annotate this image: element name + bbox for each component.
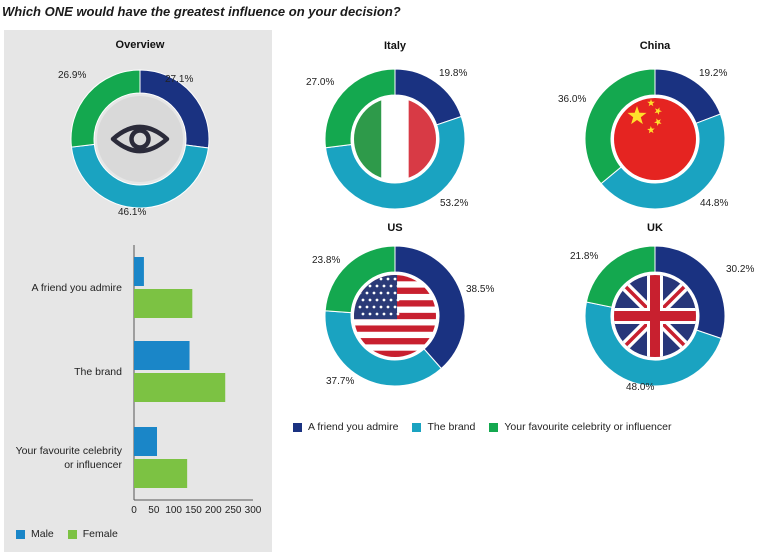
eye-pupil	[129, 128, 151, 150]
legend-swatch-male	[16, 529, 25, 539]
eye-outline	[110, 124, 170, 154]
chart-title: Which ONE would have the greatest influe…	[2, 4, 401, 19]
us-flag-icon	[354, 275, 436, 357]
donut-value-us-1: 37.7%	[326, 376, 355, 387]
donut-title-italy: Italy	[383, 40, 406, 52]
donut-slice-italy-your-favourite-celebrity-or-influencer	[324, 68, 396, 149]
donut-value-italy-0: 19.8%	[439, 68, 468, 79]
donut-uk	[584, 245, 726, 387]
bar-chart	[133, 245, 253, 501]
bar-category-line: A friend you admire	[31, 281, 122, 294]
bar-female-the-brand	[134, 373, 226, 402]
bar-category-label-your-favourite-celebrity-or-influencer: Your favourite celebrity or influencer	[4, 444, 122, 472]
donut-slice-us-a-friend-you-admire	[394, 245, 466, 370]
donut-us	[324, 245, 466, 387]
donut-value-uk-2: 21.8%	[570, 251, 599, 262]
eye-icon-bg	[97, 96, 183, 182]
donut-legend: A friend you admire The brand Your favou…	[293, 421, 685, 433]
legend-label-friend: A friend you admire	[308, 421, 399, 433]
bar-male-a-friend-you-admire	[134, 257, 144, 286]
donut-title-china: China	[639, 40, 671, 52]
legend-swatch-brand	[412, 422, 422, 432]
china-flag	[614, 98, 696, 180]
donut-slice-overview-the-brand	[70, 143, 209, 209]
donut-slice-uk-your-favourite-celebrity-or-influencer	[585, 245, 656, 308]
bar-x-tick-200: 200	[204, 505, 222, 516]
donut-slice-us-your-favourite-celebrity-or-influencer	[324, 245, 396, 314]
donut-value-china-2: 36.0%	[558, 94, 587, 105]
bar-category-line: or influencer	[64, 458, 122, 471]
bar-x-tick-300: 300	[244, 505, 262, 516]
bar-category-label-a-friend-you-admire: A friend you admire	[4, 281, 122, 295]
legend-swatch-female	[67, 529, 77, 539]
donut-value-overview-0: 27.1%	[165, 74, 194, 85]
donut-value-overview-2: 26.9%	[58, 70, 87, 81]
legend-swatch-celebrity	[489, 422, 499, 432]
bar-male-the-brand	[134, 341, 190, 370]
italy-flag	[354, 98, 436, 180]
donut-italy	[324, 68, 466, 210]
donut-title-uk: UK	[647, 222, 663, 234]
legend-swatch-friend	[293, 422, 302, 432]
us-flag	[354, 275, 436, 357]
bar-x-tick-50: 50	[148, 505, 160, 516]
eye-icon	[97, 96, 183, 182]
bar-legend: Male Female	[16, 528, 132, 540]
bar-category-line: The brand	[74, 365, 122, 378]
donut-slice-us-the-brand	[324, 310, 442, 387]
bar-female-your-favourite-celebrity-or-influencer	[134, 459, 188, 488]
donut-value-us-0: 38.5%	[466, 284, 495, 295]
donut-value-italy-1: 53.2%	[440, 198, 469, 209]
donut-value-china-1: 44.8%	[700, 198, 729, 209]
bar-x-tick-0: 0	[131, 505, 137, 516]
legend-label-female: Female	[82, 528, 118, 540]
donut-value-italy-2: 27.0%	[306, 77, 335, 88]
donut-value-uk-1: 48.0%	[626, 382, 655, 393]
donut-value-china-0: 19.2%	[699, 68, 728, 79]
bar-category-label-the-brand: The brand	[4, 365, 122, 379]
donut-value-uk-0: 30.2%	[726, 264, 755, 275]
bar-female-a-friend-you-admire	[134, 289, 193, 318]
donut-value-overview-1: 46.1%	[118, 207, 147, 218]
legend-label-celebrity: Your favourite celebrity or influencer	[504, 421, 672, 433]
bar-x-tick-100: 100	[165, 505, 182, 516]
italy-flag-icon	[354, 98, 436, 180]
donut-title-overview: Overview	[115, 39, 165, 51]
donut-slice-china-your-favourite-celebrity-or-influencer	[584, 68, 656, 185]
donut-value-us-2: 23.8%	[312, 255, 341, 266]
legend-label-brand: The brand	[427, 421, 476, 433]
donut-slice-overview-your-favourite-celebrity-or-influencer	[70, 69, 141, 148]
china-flag-icon	[614, 98, 696, 180]
uk-flag-icon	[614, 275, 696, 357]
donut-title-us: US	[387, 222, 403, 234]
bar-x-tick-150: 150	[185, 505, 202, 516]
bar-x-tick-250: 250	[224, 505, 242, 516]
legend-label-male: Male	[31, 528, 54, 540]
donut-slice-italy-the-brand	[324, 115, 466, 210]
bar-male-your-favourite-celebrity-or-influencer	[134, 427, 158, 456]
donut-slice-china-the-brand	[600, 113, 726, 210]
donut-slice-uk-the-brand	[584, 301, 722, 387]
bar-category-line: Your favourite celebrity	[15, 444, 122, 457]
donut-china	[584, 68, 726, 210]
uk-flag	[614, 275, 696, 357]
donut-overview	[70, 69, 210, 209]
